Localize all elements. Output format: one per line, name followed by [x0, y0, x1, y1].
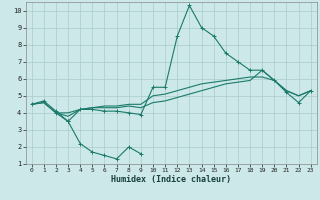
- X-axis label: Humidex (Indice chaleur): Humidex (Indice chaleur): [111, 175, 231, 184]
